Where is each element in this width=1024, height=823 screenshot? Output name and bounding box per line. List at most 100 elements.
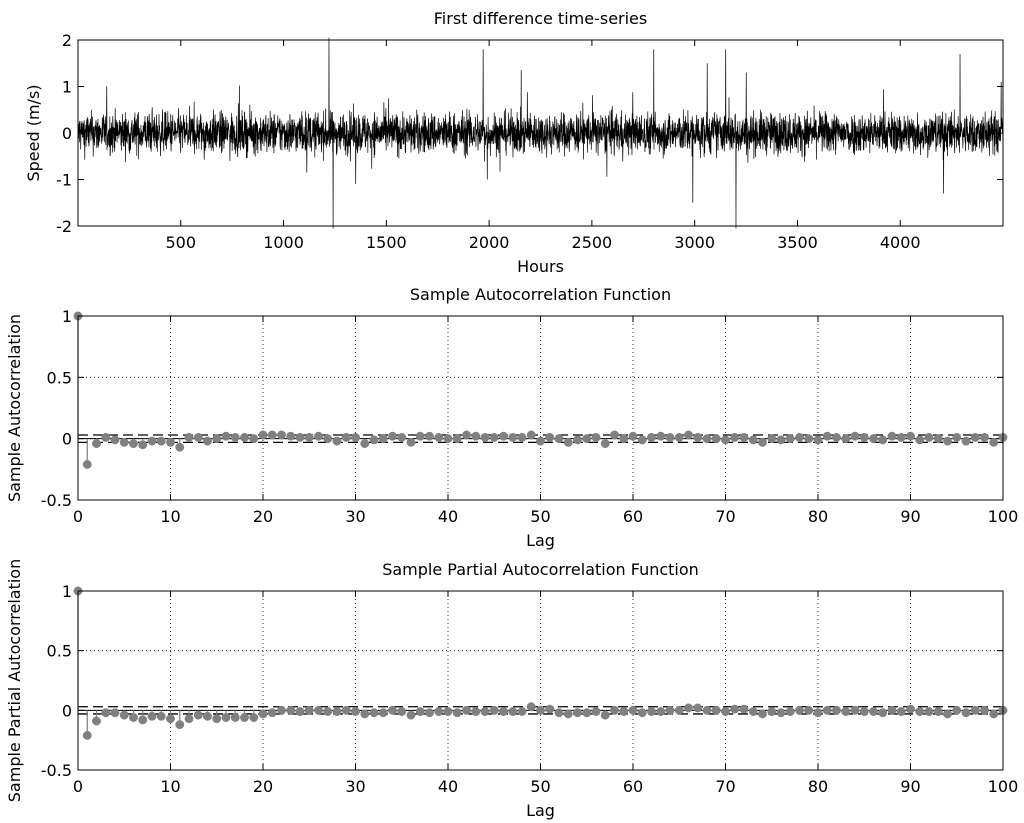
acf-point [230,432,240,442]
acf-point [212,434,222,444]
acf-point [397,432,407,442]
acf-ytick-label: 0.5 [47,368,72,387]
pacf-xtick-label: 70 [715,777,735,796]
pacf-point [147,711,157,721]
acf-point [249,434,259,444]
pacf-point [795,705,804,715]
acf-point [554,434,564,444]
acf-point [175,442,185,452]
acf-point [887,431,897,441]
acf-point [101,432,111,442]
pacf-ytick-label: 0 [62,701,72,720]
acf-point [536,436,545,446]
pacf-xtick-label: 50 [530,777,550,796]
pacf-point [203,711,212,721]
acf-point [82,459,92,469]
acf-point [832,432,841,442]
pacf-point [378,708,388,718]
pacf-point [156,711,166,721]
pacf-point [776,708,786,718]
pacf-point [249,713,259,722]
pacf-point [82,730,92,740]
pacf-point [859,707,869,716]
acf-ytick-label: 0 [62,430,72,449]
time-series-xlabel: Hours [517,257,564,276]
pacf-point [101,708,111,718]
acf-point [859,432,869,442]
pacf-point [536,705,545,715]
pacf-point [388,705,397,715]
time-series-xtick-label: 2500 [572,233,613,252]
pacf-point [314,705,323,715]
pacf-point [970,705,980,715]
pacf-ylabel: Sample Partial Autocorrelation [5,559,24,802]
pacf-point [443,707,453,716]
acf-point [351,432,360,442]
acf-point [332,436,342,446]
pacf-point [841,707,851,716]
pacf-xtick-label: 40 [438,777,458,796]
acf-panel: Sample Autocorrelation Function Lag Samp… [5,285,1018,550]
pacf-point [980,705,989,715]
acf-point [434,432,444,442]
acf-point [767,434,777,444]
time-series-xtick-label: 4000 [880,233,921,252]
acf-point [739,432,749,442]
pacf-point [277,705,286,715]
pacf-xtick-label: 20 [253,777,273,796]
acf-point [943,436,952,446]
pacf-point [989,709,999,719]
acf-point [545,432,555,442]
acf-point [378,434,388,444]
pacf-point [369,708,379,718]
pacf-point [610,705,619,715]
acf-point [267,430,277,440]
pacf-point [341,705,351,715]
pacf-point [943,709,952,719]
acf-point [850,431,860,441]
acf-point [129,439,138,449]
acf-ylabel: Sample Autocorrelation [5,314,24,502]
acf-point [323,434,333,444]
pacf-point [711,705,721,715]
acf-point [110,435,120,445]
pacf-point [674,705,684,715]
pacf-point [822,705,832,715]
acf-point [388,431,397,441]
acf-xlabel: Lag [526,531,555,550]
pacf-point [878,708,888,718]
acf-point [702,434,712,444]
pacf-point [351,707,360,716]
acf-point [517,432,527,442]
pacf-point [702,705,712,715]
time-series-ytick-label: -2 [56,217,72,236]
acf-point [221,431,231,441]
time-series-xtick-label: 3000 [674,233,715,252]
time-series-xtick-label: 2000 [469,233,510,252]
pacf-point [508,707,518,716]
pacf-point [721,707,730,716]
pacf-point [434,707,444,716]
acf-point [258,430,268,440]
pacf-point [286,705,296,715]
acf-point [508,432,518,442]
pacf-point [730,704,740,714]
acf-point [462,430,471,440]
time-series-xtick-label: 1500 [366,233,407,252]
pacf-point [258,709,268,719]
acf-point [619,434,629,444]
acf-xtick-label: 40 [438,507,458,526]
acf-point [415,431,425,441]
pacf-xtick-label: 0 [73,777,83,796]
pacf-xlabel: Lag [526,801,555,820]
pacf-point [647,707,656,716]
pacf-point [471,707,481,716]
acf-xtick-label: 90 [900,507,920,526]
pacf-point [295,707,305,716]
pacf-point [961,708,971,718]
acf-point [489,432,499,442]
acf-xtick-label: 0 [73,507,83,526]
acf-point [147,436,157,446]
pacf-xtick-label: 100 [988,777,1019,796]
pacf-xtick-label: 80 [808,777,828,796]
